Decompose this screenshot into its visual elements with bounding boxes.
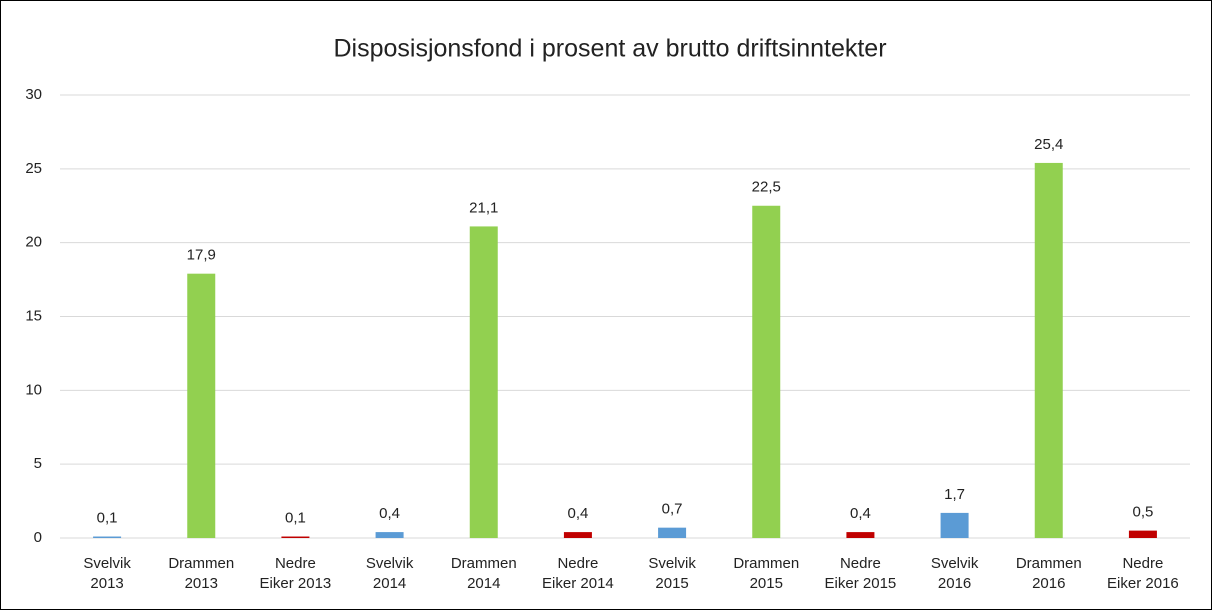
bar	[940, 512, 969, 538]
data-label: 0,4	[850, 505, 871, 522]
bar	[1128, 530, 1157, 538]
bar	[93, 536, 122, 538]
x-tick-label: Drammen 2016	[1015, 555, 1082, 592]
data-label: 0,1	[285, 509, 306, 526]
data-label: 0,5	[1132, 504, 1153, 521]
bar	[375, 532, 404, 538]
data-label: 17,9	[187, 247, 216, 264]
x-tick-label: Svelvik 2016	[930, 555, 979, 592]
x-tick-label: Nedre Eiker 2014	[542, 555, 614, 592]
data-label: 1,7	[944, 486, 965, 503]
bar	[281, 536, 310, 538]
y-tick-label: 10	[25, 381, 42, 398]
x-tick-label: Nedre Eiker 2016	[1107, 555, 1179, 592]
x-tick-label: Drammen 2014	[450, 555, 517, 592]
x-tick-label: Svelvik 2013	[83, 555, 131, 592]
data-label: 21,1	[469, 199, 498, 216]
bar	[1034, 162, 1063, 538]
data-label: 0,7	[662, 501, 683, 518]
y-tick-label: 25	[25, 160, 42, 177]
x-tick-label: Nedre Eiker 2013	[259, 555, 332, 592]
bar	[563, 532, 592, 538]
chart-title: Disposisjonsfond i prosent av brutto dri…	[333, 35, 886, 63]
bar	[846, 532, 875, 538]
data-label: 25,4	[1034, 136, 1063, 153]
x-tick-label: Svelvik 2015	[648, 555, 696, 592]
bar	[187, 273, 216, 538]
y-tick-label: 0	[34, 529, 42, 546]
y-tick-label: 5	[34, 455, 42, 472]
x-tick-label: Svelvik 2014	[365, 555, 414, 592]
data-label: 22,5	[752, 179, 781, 196]
data-label: 0,4	[379, 505, 400, 522]
y-tick-label: 15	[25, 307, 42, 324]
y-tick-label: 30	[25, 86, 42, 103]
bar	[658, 527, 687, 538]
y-tick-label: 20	[25, 234, 42, 251]
data-label: 0,1	[97, 509, 118, 526]
data-label: 0,4	[567, 505, 588, 522]
bar	[752, 205, 781, 538]
x-tick-label: Nedre Eiker 2015	[824, 555, 897, 592]
bar	[469, 226, 498, 538]
x-tick-label: Drammen 2013	[168, 555, 235, 592]
x-tick-label: Drammen 2015	[733, 555, 800, 592]
